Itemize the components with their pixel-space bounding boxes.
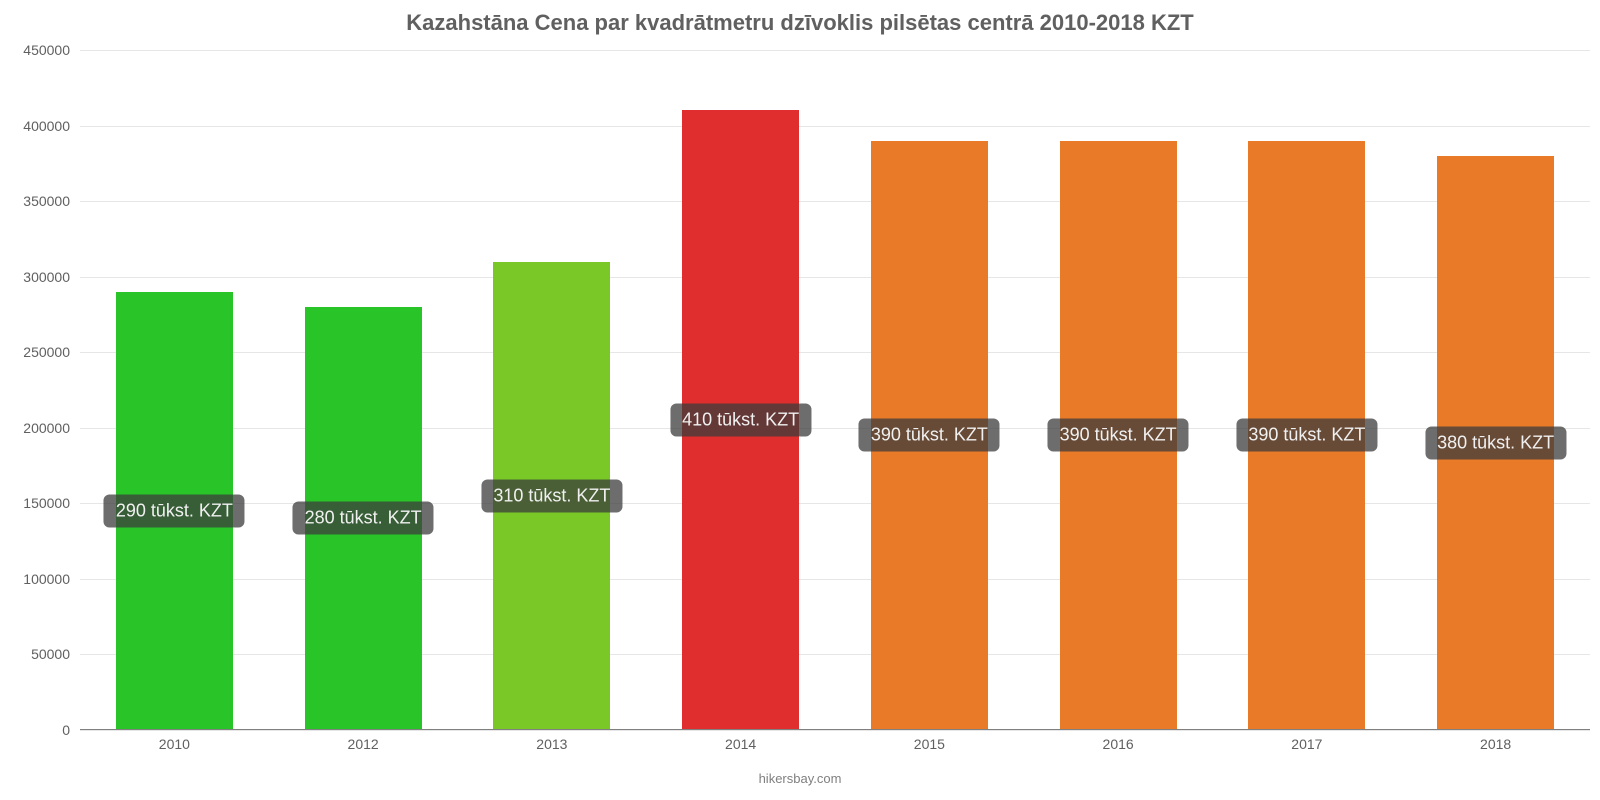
y-tick-label: 250000 [23,344,70,360]
y-tick-label: 200000 [23,420,70,436]
bar-value-label: 410 tūkst. KZT [670,404,811,437]
x-tick-label: 2010 [159,736,190,752]
bars-group [80,50,1590,730]
y-tick-label: 400000 [23,118,70,134]
plot-area: 290 tūkst. KZT 280 tūkst. KZT 310 tūkst. K… [80,50,1590,730]
chart-container: Kazahstāna Cena par kvadrātmetru dzīvokl… [0,0,1600,800]
y-tick-label: 300000 [23,269,70,285]
y-tick-label: 0 [62,722,70,738]
x-tick-label: 2016 [1103,736,1134,752]
bar-value-label: 310 tūkst. KZT [481,479,622,512]
y-tick-label: 150000 [23,495,70,511]
bar-value-label: 290 tūkst. KZT [104,494,245,527]
bar-value-label: 380 tūkst. KZT [1425,426,1566,459]
x-tick-label: 2017 [1291,736,1322,752]
y-axis: 0500001000001500002000002500003000003500… [0,50,80,730]
bar-value-label: 390 tūkst. KZT [1048,419,1189,452]
y-tick-label: 450000 [23,42,70,58]
bar-value-label: 280 tūkst. KZT [293,502,434,535]
bar-value-label: 390 tūkst. KZT [859,419,1000,452]
y-tick-label: 350000 [23,193,70,209]
y-tick-label: 50000 [31,646,70,662]
y-tick-label: 100000 [23,571,70,587]
x-tick-label: 2013 [536,736,567,752]
x-tick-label: 2015 [914,736,945,752]
x-tick-label: 2012 [348,736,379,752]
attribution-text: hikersbay.com [759,771,842,786]
x-tick-label: 2018 [1480,736,1511,752]
x-tick-label: 2014 [725,736,756,752]
chart-title: Kazahstāna Cena par kvadrātmetru dzīvokl… [0,0,1600,36]
x-axis: 2010 2012 2013 2014 2015 2016 2017 2018 [80,730,1590,760]
bar-value-label: 390 tūkst. KZT [1236,419,1377,452]
